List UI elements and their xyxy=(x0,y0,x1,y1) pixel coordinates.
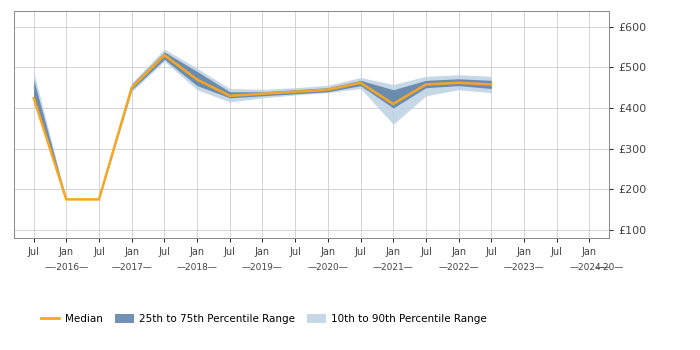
Text: —2019—: —2019— xyxy=(242,263,283,272)
Text: —-2016—: —-2016— xyxy=(44,263,88,272)
Text: —2023—: —2023— xyxy=(503,263,545,272)
Text: —20—: —20— xyxy=(594,263,624,272)
Text: —2024—: —2024— xyxy=(569,263,610,272)
Text: —2022—: —2022— xyxy=(438,263,479,272)
Legend: Median, 25th to 75th Percentile Range, 10th to 90th Percentile Range: Median, 25th to 75th Percentile Range, 1… xyxy=(36,310,491,328)
Text: —2020—: —2020— xyxy=(307,263,348,272)
Text: —2021—: —2021— xyxy=(373,263,414,272)
Text: —2017—: —2017— xyxy=(111,263,152,272)
Text: —2018—: —2018— xyxy=(176,263,218,272)
